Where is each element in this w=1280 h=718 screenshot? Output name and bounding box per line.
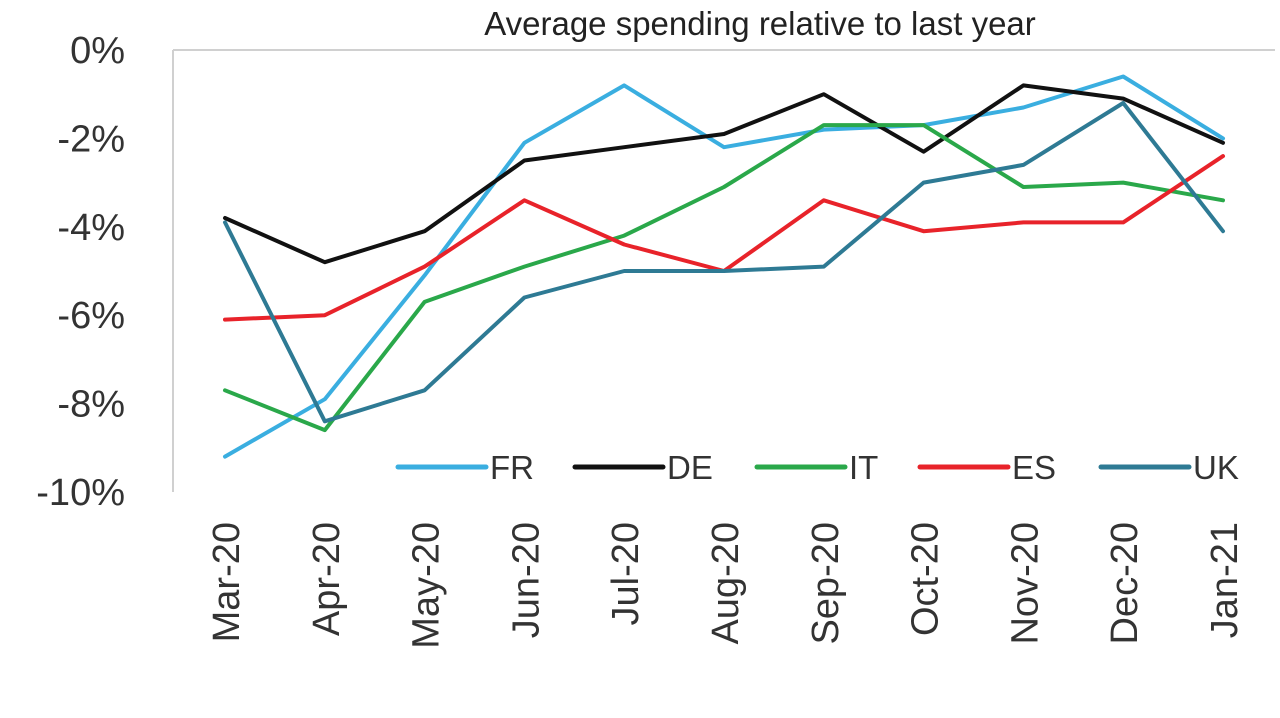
y-tick-label: -10% (36, 472, 125, 514)
legend-label-es: ES (1012, 449, 1056, 486)
x-tick-label: Dec-20 (1104, 522, 1146, 645)
y-tick-label: 0% (70, 30, 125, 72)
x-tick-label: Nov-20 (1004, 522, 1046, 645)
legend-label-de: DE (667, 449, 713, 486)
series-line-it (223, 123, 1225, 433)
x-tick-label: Mar-20 (206, 522, 248, 642)
y-tick-label: -2% (57, 118, 125, 160)
legend-label-fr: FR (490, 449, 534, 486)
x-tick-label: Oct-20 (905, 522, 947, 636)
x-axis-ticks: Mar-20 Apr-20 May-20 Jun-20 Jul-20 Aug-20 Sep-… (206, 522, 1246, 649)
chart-series (223, 74, 1225, 459)
series-line-fr (223, 74, 1225, 459)
series-line-de (223, 83, 1225, 265)
series-line-es (223, 154, 1225, 322)
y-axis-ticks: 0% -2% -4% -6% -8% -10% (36, 30, 125, 514)
x-tick-label: Apr-20 (306, 522, 348, 636)
x-tick-label: Jun-20 (505, 522, 547, 638)
x-tick-label: May-20 (406, 522, 448, 649)
y-tick-label: -4% (57, 207, 125, 249)
y-tick-label: -8% (57, 384, 125, 426)
chart-axes (172, 49, 1275, 492)
x-tick-label: Sep-20 (805, 522, 847, 645)
y-tick-label: -6% (57, 295, 125, 337)
chart-legend: FR DE IT ES UK (395, 449, 1239, 486)
series-line-uk (223, 101, 1225, 424)
legend-label-it: IT (849, 449, 878, 486)
x-tick-label: Jan-21 (1204, 522, 1246, 638)
legend-label-uk: UK (1193, 449, 1239, 486)
x-tick-label: Jul-20 (605, 522, 647, 626)
chart-title: Average spending relative to last year (484, 5, 1036, 42)
x-tick-label: Aug-20 (705, 522, 747, 645)
